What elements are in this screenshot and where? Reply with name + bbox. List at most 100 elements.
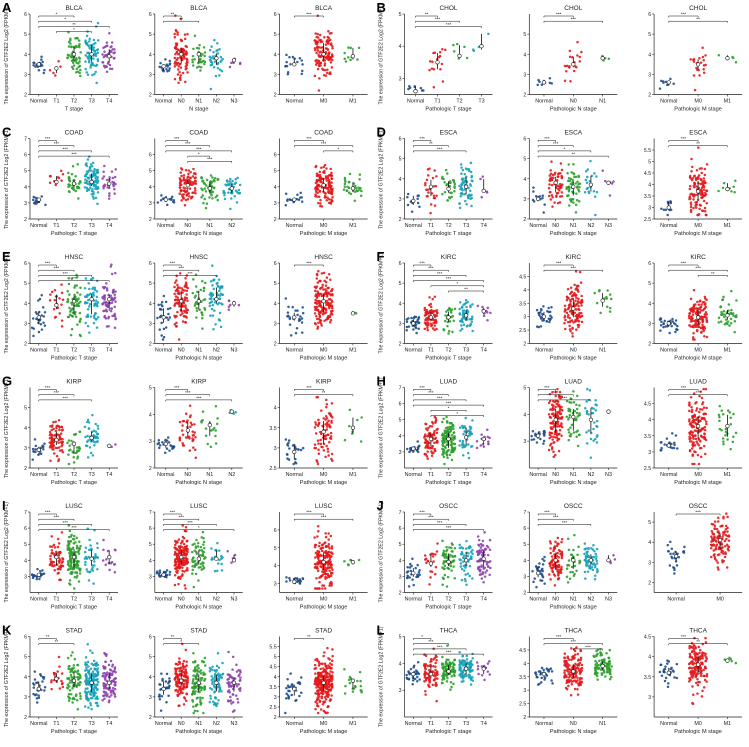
data-point <box>94 52 97 55</box>
x-tick-label: T3 <box>478 99 484 105</box>
y-tick-label: 5 <box>648 32 651 38</box>
data-point <box>186 299 189 303</box>
data-point <box>183 182 187 185</box>
data-point <box>698 167 702 170</box>
data-point <box>96 39 100 42</box>
significance-label: *** <box>419 385 425 390</box>
y-tick-label: 3 <box>149 201 152 207</box>
data-point <box>318 173 322 177</box>
data-point <box>539 307 543 311</box>
x-tick-label: N1 <box>206 223 213 229</box>
data-point <box>717 53 721 57</box>
data-point <box>343 51 346 55</box>
data-point <box>319 311 322 315</box>
data-point <box>425 178 429 182</box>
data-point <box>216 178 219 182</box>
data-point <box>194 182 198 185</box>
significance-label: *** <box>681 260 687 265</box>
data-point <box>178 272 182 275</box>
data-point <box>578 404 581 407</box>
data-point <box>463 172 467 176</box>
data-point <box>70 172 74 176</box>
data-point <box>319 430 322 434</box>
data-point <box>92 184 96 188</box>
data-point <box>331 287 334 291</box>
data-point <box>86 293 89 297</box>
data-point <box>689 174 692 178</box>
data-point <box>67 462 71 466</box>
data-point <box>171 447 174 450</box>
data-point <box>200 311 204 315</box>
data-point <box>416 320 419 323</box>
data-point <box>574 203 578 207</box>
data-point <box>530 438 533 442</box>
data-point <box>160 334 163 337</box>
data-point <box>51 424 54 427</box>
data-point <box>699 309 703 312</box>
median-marker <box>695 315 701 320</box>
data-point <box>435 175 438 178</box>
median-marker <box>214 297 219 302</box>
data-point <box>78 42 81 46</box>
data-point <box>431 60 434 63</box>
data-point <box>703 181 706 185</box>
data-point <box>359 186 362 190</box>
data-point <box>96 315 100 319</box>
data-point <box>182 314 186 318</box>
data-point <box>84 277 88 280</box>
chart-title: ESCA <box>564 130 582 137</box>
median-marker <box>428 184 434 189</box>
data-point <box>91 73 94 77</box>
data-point <box>105 53 108 57</box>
data-point <box>486 306 490 310</box>
data-point <box>61 450 65 454</box>
data-point <box>693 462 696 466</box>
median-marker <box>535 196 541 201</box>
data-point <box>722 309 726 313</box>
data-point <box>187 172 190 176</box>
data-point <box>445 434 449 438</box>
median-marker <box>588 182 594 187</box>
data-point <box>113 175 117 179</box>
median-marker <box>571 62 576 67</box>
data-point <box>420 89 424 92</box>
y-tick-label: 4 <box>274 406 277 412</box>
x-axis-label: Pathologic T stage <box>51 480 97 486</box>
median-marker <box>588 417 594 422</box>
data-point <box>578 55 582 59</box>
significance-label: *** <box>681 136 687 141</box>
data-point <box>315 305 319 309</box>
data-point <box>60 303 63 306</box>
data-point <box>535 325 539 328</box>
data-point <box>471 315 474 319</box>
data-point <box>472 49 476 52</box>
median-marker <box>571 414 576 420</box>
y-tick-label: 5 <box>399 157 402 163</box>
data-point <box>51 551 54 555</box>
data-point <box>573 283 576 287</box>
data-point <box>416 194 419 197</box>
data-point <box>197 61 200 65</box>
data-point <box>57 419 61 422</box>
median-marker <box>350 425 356 430</box>
data-point <box>347 191 351 194</box>
data-point <box>693 420 696 424</box>
data-point <box>692 332 695 335</box>
data-point <box>576 288 579 291</box>
data-point <box>688 404 691 407</box>
median-marker <box>54 303 59 308</box>
data-point <box>438 54 442 58</box>
data-point <box>575 328 578 331</box>
data-point <box>208 293 212 296</box>
data-point <box>211 293 215 297</box>
data-point <box>425 454 429 458</box>
data-point <box>70 45 73 48</box>
data-point <box>101 53 104 56</box>
data-point <box>556 172 560 176</box>
data-point <box>214 196 217 199</box>
data-point <box>54 429 58 433</box>
x-tick-label: T1 <box>428 472 434 478</box>
data-point <box>442 433 445 437</box>
